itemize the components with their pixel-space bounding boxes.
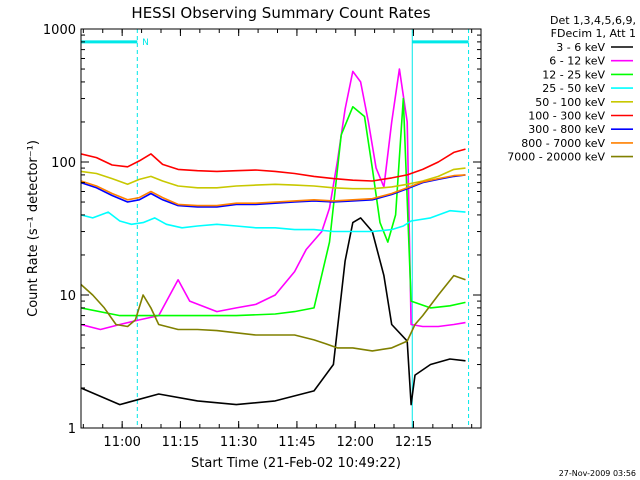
legend-entry-label: 25 - 50 keV — [542, 82, 605, 95]
legend: Det 1,3,4,5,6,9, FDecim 1, Att 1 3 - 6 k… — [507, 14, 636, 164]
series-line-6 — [81, 174, 466, 208]
x-tick-label: 11:45 — [278, 435, 315, 450]
series-line-3 — [81, 209, 466, 233]
x-tick-label: 11:15 — [162, 435, 199, 450]
series-line-7 — [81, 174, 466, 207]
x-axis-label: Start Time (21-Feb-02 10:49:22) — [191, 456, 401, 471]
y-tick-label: 1 — [68, 422, 76, 437]
ticks: 11:00 11:15 11:30 11:45 12:00 12:15 1 10 100 1000 — [43, 23, 481, 450]
legend-entry-label: 7000 - 20000 keV — [507, 151, 605, 164]
legend-entry-label: 12 - 25 keV — [542, 68, 605, 81]
legend-entry-label: 6 - 12 keV — [549, 55, 605, 68]
y-axis-label: Count Rate (s⁻¹ detector⁻¹) — [26, 140, 41, 317]
y-tick-label: 1000 — [43, 23, 76, 38]
footer-timestamp: 27-Nov-2009 03:56 — [559, 469, 636, 478]
y-tick-label: 10 — [59, 289, 76, 304]
legend-entry-label: 3 - 6 keV — [556, 41, 605, 54]
night-annotation: N — [142, 38, 149, 48]
x-tick-label: 12:15 — [395, 435, 432, 450]
x-tick-label: 11:00 — [103, 435, 140, 450]
legend-header-line-1: Det 1,3,4,5,6,9, — [550, 14, 636, 27]
series-line-2 — [81, 97, 466, 317]
series-layer — [81, 68, 466, 406]
series-line-5 — [81, 148, 466, 182]
y-tick-label: 100 — [51, 156, 76, 171]
legend-entry-label: 50 - 100 keV — [535, 96, 605, 109]
chart-title: HESSI Observing Summary Count Rates — [131, 4, 430, 22]
x-tick-label: 12:00 — [336, 435, 373, 450]
legend-entry-label: 300 - 800 keV — [528, 123, 605, 136]
series-line-4 — [81, 167, 466, 190]
plot-frame — [80, 28, 482, 429]
series-line-1 — [81, 68, 466, 331]
series-line-8 — [81, 274, 466, 352]
series-line-0 — [81, 217, 466, 406]
legend-header-line-2: FDecim 1, Att 1 — [551, 27, 636, 40]
legend-entry-label: 100 - 300 keV — [528, 110, 605, 123]
x-tick-label: 11:30 — [220, 435, 257, 450]
legend-entry-label: 800 - 7000 keV — [521, 137, 605, 150]
